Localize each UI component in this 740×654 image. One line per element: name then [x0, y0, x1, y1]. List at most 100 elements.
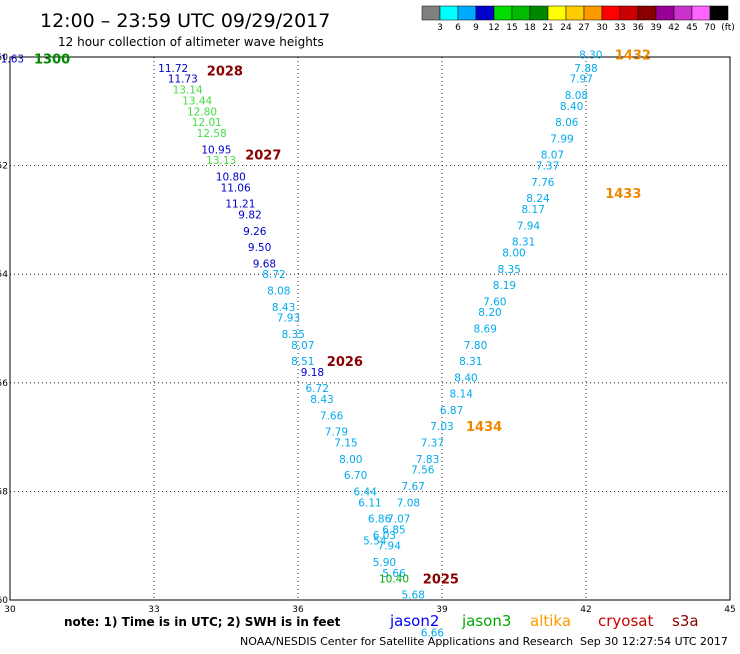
- color-scale-label: 21: [542, 23, 553, 33]
- satellite-legend: jason2 jason3 altika cryosat s3a: [389, 612, 699, 630]
- color-scale-swatch: [439, 5, 459, 21]
- wave-height-value: 7.37: [536, 161, 559, 173]
- wave-height-value: 10.80: [216, 171, 246, 183]
- color-scale-label: 12: [488, 23, 499, 33]
- wave-height-value: 8.35: [282, 329, 305, 341]
- x-tick-label: 45: [724, 605, 735, 615]
- legend-jason2: jason2: [389, 612, 439, 630]
- color-scale-label: 36: [632, 23, 644, 33]
- y-tick-label: -50: [0, 53, 8, 63]
- wave-height-value: 11.21: [225, 199, 255, 211]
- color-scale-swatch: [601, 5, 621, 21]
- wave-height-value: 8.08: [565, 90, 588, 102]
- pass-time-label: 1433: [605, 187, 641, 202]
- footer-timestamp: Sep 30 12:27:54 UTC 2017: [580, 635, 728, 648]
- wave-height-value: 7.67: [402, 481, 425, 493]
- wave-height-value: 13.14: [173, 85, 203, 97]
- wave-height-value: 11.73: [168, 74, 198, 86]
- wave-height-value: 8.69: [474, 324, 497, 336]
- wave-height-value: 7.80: [464, 340, 487, 352]
- color-scale-swatch: [565, 5, 585, 21]
- x-tick-label: 30: [4, 605, 16, 615]
- wave-height-value: 7.76: [531, 177, 555, 189]
- legend-jason3: jason3: [461, 612, 511, 630]
- wave-height-value: 5.90: [373, 557, 396, 569]
- wave-height-value: 8.17: [522, 204, 545, 216]
- wave-height-value: 12.80: [187, 106, 217, 118]
- wave-height-value: 8.19: [493, 280, 516, 292]
- wave-height-value: 7.83: [416, 454, 439, 466]
- footer-credit: NOAA/NESDIS Center for Satellite Applica…: [240, 635, 573, 648]
- time-annotations: 1300 2028 2027 2026 2025 1432 1433 1434: [34, 48, 651, 587]
- color-scale-swatch: [547, 5, 567, 21]
- color-scale-swatch: [511, 5, 531, 21]
- color-scale-swatch: [709, 5, 729, 21]
- wave-height-value: 7.08: [397, 497, 420, 509]
- wave-height-value: 12.58: [197, 128, 227, 140]
- wave-height-value: 7.60: [483, 296, 506, 308]
- color-scale-swatch: [655, 5, 675, 21]
- pass-time-label: 2028: [207, 65, 243, 80]
- color-scale-swatch: [673, 5, 693, 21]
- color-scale-label: 9: [473, 23, 479, 33]
- color-scale-label: 18: [524, 23, 536, 33]
- y-tick-label: -56: [0, 379, 8, 389]
- wave-height-value: 8.00: [339, 454, 362, 466]
- pass-time-label: 1432: [615, 48, 651, 63]
- wave-height-value: 11.72: [158, 63, 188, 75]
- wave-height-value: 7.37: [421, 438, 444, 450]
- wave-height-value: 7.99: [550, 133, 573, 145]
- wave-height-value: 6.11: [358, 497, 381, 509]
- y-tick-label: -60: [0, 596, 8, 606]
- wave-height-value: 8.24: [526, 193, 550, 205]
- wave-height-value: 7.79: [325, 427, 348, 439]
- wave-height-value: 8.07: [541, 150, 564, 162]
- pass-time-label: 2026: [327, 355, 363, 370]
- color-scale-label: 30: [596, 23, 608, 33]
- wave-height-value: 1.63: [1, 54, 24, 66]
- wave-height-value: 8.31: [459, 356, 482, 368]
- color-scale-label: 15: [506, 23, 517, 33]
- color-scale-swatch: [619, 5, 639, 21]
- wave-height-value: 9.26: [243, 226, 267, 238]
- wave-height-value: 10.95: [201, 144, 231, 156]
- footer-note: note: 1) Time is in UTC; 2) SWH is in fe…: [64, 615, 341, 629]
- wave-height-value: 7.56: [411, 465, 435, 477]
- pass-time-label: 1300: [34, 53, 70, 68]
- wave-height-value: 6.03: [373, 530, 396, 542]
- color-scale-label: 27: [578, 23, 589, 33]
- color-scale-swatch: [529, 5, 549, 21]
- wave-height-value: 9.68: [253, 258, 276, 270]
- wave-height-value: 8.72: [262, 269, 285, 281]
- wave-height-value: 7.88: [574, 63, 597, 75]
- wave-height-value: 8.35: [498, 264, 521, 276]
- wave-height-value: 5.68: [402, 590, 425, 602]
- wave-height-value: 8.14: [450, 389, 474, 401]
- chart-subtitle: 12 hour collection of altimeter wave hei…: [58, 35, 324, 49]
- color-scale-swatch: [691, 5, 711, 21]
- wave-height-value: 13.13: [206, 155, 236, 167]
- wave-height-value: 6.70: [344, 470, 367, 482]
- plot-frame: [9, 56, 731, 601]
- wave-height-value: 8.43: [310, 394, 333, 406]
- color-scale-label: 3: [437, 23, 443, 33]
- wave-height-value: 8.40: [454, 372, 477, 384]
- wave-height-value: 5.66: [382, 568, 406, 580]
- color-scale-label: 6: [455, 23, 461, 33]
- wave-height-value: 8.06: [555, 117, 579, 129]
- wave-height-value: 10.40: [379, 573, 409, 585]
- legend-altika: altika: [530, 612, 571, 630]
- wave-height-value: 8.07: [291, 340, 314, 352]
- wave-height-value: 7.03: [430, 421, 453, 433]
- wave-height-value: 7.94: [378, 541, 402, 553]
- wave-height-value: 6.72: [306, 383, 329, 395]
- color-scale-label: 45: [686, 23, 697, 33]
- wave-height-value: 7.94: [517, 220, 541, 232]
- wave-height-value: 12.01: [192, 117, 222, 129]
- pass-time-label: 2027: [245, 149, 281, 164]
- wave-height-value: 9.50: [248, 242, 271, 254]
- y-tick-label: -54: [0, 270, 8, 280]
- chart-title: 12:00 – 23:59 UTC 09/29/2017: [40, 10, 330, 32]
